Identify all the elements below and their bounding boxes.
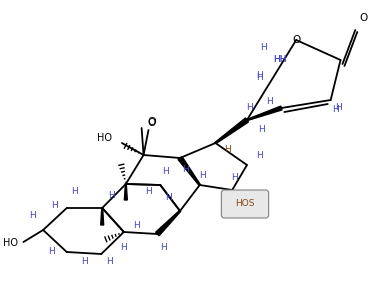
Text: H: H (133, 220, 140, 230)
Text: HO: HO (97, 133, 112, 143)
Text: H: H (145, 187, 152, 197)
Text: H: H (49, 247, 55, 257)
Text: H: H (266, 98, 273, 106)
Text: H: H (260, 44, 267, 53)
Text: H: H (199, 170, 206, 179)
Text: H: H (257, 71, 263, 79)
Text: HH: HH (273, 55, 286, 65)
Text: O: O (147, 118, 156, 128)
Polygon shape (125, 184, 127, 200)
Text: H: H (81, 257, 88, 267)
Text: H: H (162, 168, 169, 177)
Text: H: H (231, 174, 237, 183)
FancyBboxPatch shape (221, 190, 269, 218)
Text: H: H (183, 166, 189, 174)
Polygon shape (215, 118, 248, 144)
Text: H: H (120, 243, 127, 253)
Text: H: H (332, 106, 339, 115)
Polygon shape (156, 210, 181, 236)
Text: H: H (108, 191, 114, 199)
Text: H: H (71, 187, 78, 197)
Text: H: H (106, 257, 113, 267)
Text: HH: HH (273, 55, 286, 65)
Text: H: H (335, 104, 342, 113)
Text: H: H (224, 146, 231, 154)
Text: H: H (29, 210, 36, 220)
Text: O: O (147, 117, 156, 127)
Text: HO: HO (3, 238, 18, 248)
Polygon shape (247, 106, 282, 121)
Text: O: O (359, 13, 367, 23)
Text: H: H (165, 193, 172, 203)
Text: H: H (246, 104, 253, 113)
Text: H: H (52, 201, 58, 210)
Text: O: O (292, 35, 300, 45)
Text: H: H (160, 243, 167, 253)
Text: H: H (258, 125, 265, 135)
Text: H: H (237, 195, 243, 205)
Text: H: H (257, 73, 263, 82)
Polygon shape (101, 208, 104, 225)
Polygon shape (178, 156, 200, 185)
Polygon shape (230, 190, 234, 202)
Text: HOS: HOS (235, 199, 255, 208)
Text: H: H (257, 150, 263, 160)
